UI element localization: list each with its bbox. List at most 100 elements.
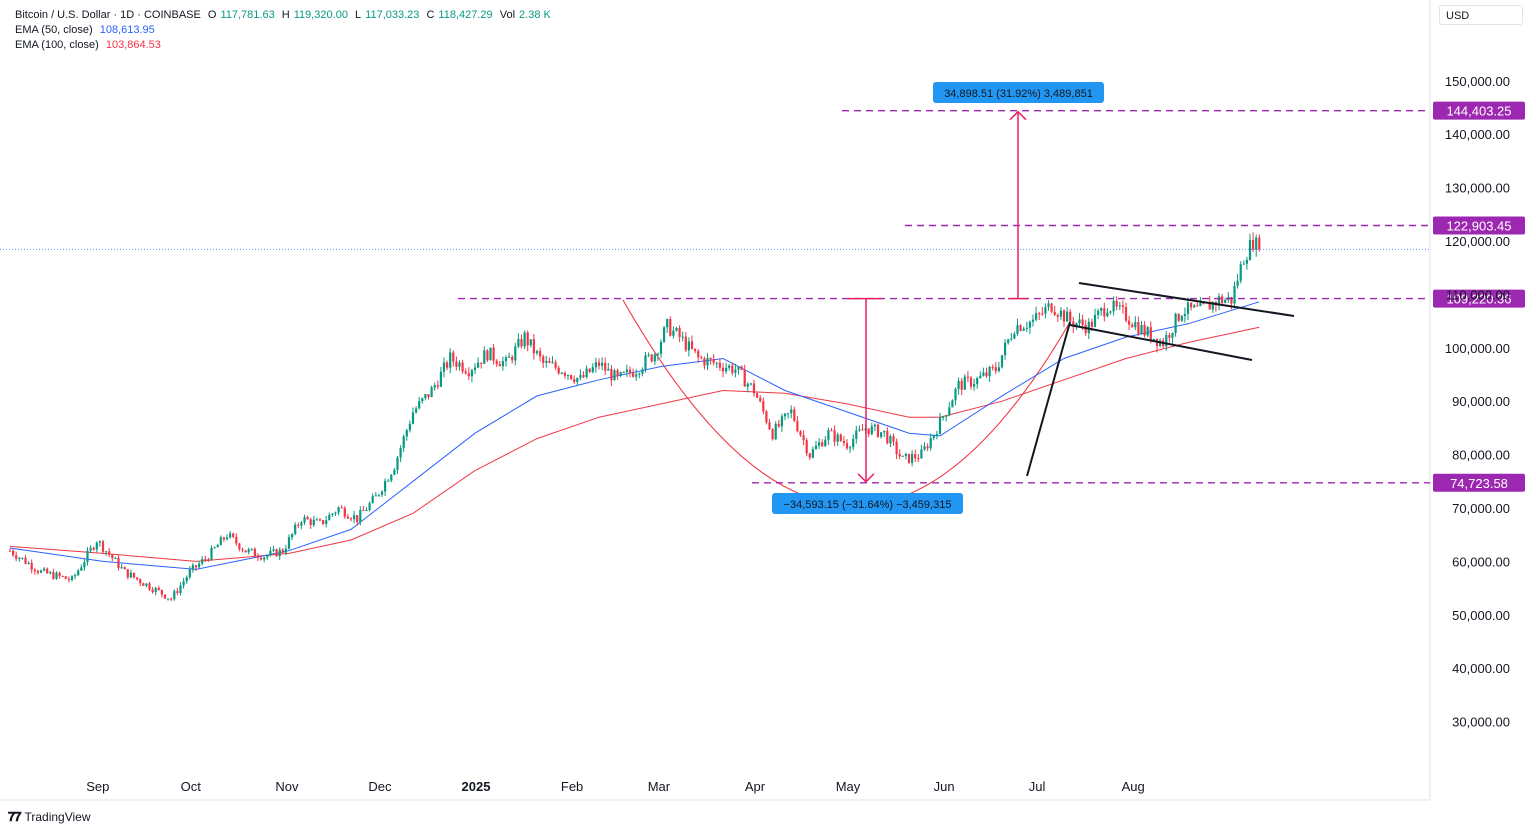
candle-body (1050, 303, 1053, 312)
candle-body (194, 565, 198, 568)
candle-body (594, 362, 597, 368)
candle-body (1075, 323, 1078, 327)
candle-body (619, 372, 622, 376)
trendline-drawings (1026, 282, 1295, 477)
ema100-legend[interactable]: EMA (100, close) 103,864.53 (15, 39, 161, 51)
candle-body (663, 327, 666, 342)
candle-body (67, 578, 70, 581)
y-tick-label: 130,000.00 (1445, 181, 1510, 196)
candle-body (935, 434, 938, 436)
candle-body (1010, 338, 1013, 340)
y-tick-label: 140,000.00 (1445, 127, 1510, 142)
candle-body (179, 585, 182, 593)
symbol-title[interactable]: Bitcoin / U.S. Dollar · 1D · COINBASE (15, 9, 201, 21)
candle-body (1013, 333, 1016, 339)
candle-body (687, 341, 690, 351)
candle-body (495, 360, 498, 365)
candle-body (486, 350, 489, 361)
x-tick-label: Jul (1029, 779, 1046, 794)
candle-body (331, 513, 334, 515)
candle-body (576, 377, 579, 383)
candle-body (1004, 342, 1007, 356)
candle-body (628, 369, 632, 374)
candle-body (514, 346, 517, 361)
candle-body (1221, 296, 1224, 303)
candle-body (346, 516, 349, 519)
candle-body (799, 431, 802, 436)
candle-body (898, 454, 901, 457)
candle-body (734, 369, 737, 373)
candle-body (532, 339, 535, 354)
ema50-legend[interactable]: EMA (50, close) 108,613.95 (15, 24, 155, 36)
candle-body (1230, 296, 1233, 304)
candle-body (1190, 302, 1193, 308)
candle-body (483, 350, 486, 364)
candle-body (120, 567, 123, 569)
candle-body (938, 417, 942, 435)
candle-body (718, 362, 721, 368)
candle-body (117, 557, 120, 569)
tradingview-branding[interactable]: 𝟕𝟕 TradingView (8, 809, 91, 825)
candle-body (328, 514, 331, 521)
candle-body (1233, 285, 1236, 304)
y-tick-label: 110,000.00 (1446, 287, 1510, 302)
candle-body (1202, 302, 1205, 304)
candle-body (1180, 316, 1183, 321)
candle-body (557, 367, 560, 374)
time-axis: Sep Oct Nov Dec 2025 Feb Mar Apr May Jun Jul Aug (86, 779, 1145, 794)
currency-selector[interactable]: USD (1439, 5, 1523, 25)
measure-down-label: −34,593.15 (−31.64%) −3,459,315 (784, 499, 952, 511)
level-label: 74,723.58 (1450, 476, 1508, 491)
candle-body (263, 557, 266, 560)
candle-body (771, 429, 774, 440)
candle-body (517, 338, 520, 347)
candle-body (644, 355, 647, 370)
candle-body (1056, 314, 1059, 317)
candle-body (659, 341, 663, 354)
level-label-bg (1433, 473, 1525, 492)
candle-body (570, 375, 573, 380)
candle-body (235, 536, 238, 544)
candle-body (222, 537, 225, 540)
candle-body (272, 549, 275, 551)
candle-body (697, 351, 700, 358)
candle-body (641, 369, 644, 374)
y-tick-label: 80,000.00 (1452, 448, 1510, 463)
candle-body (607, 368, 610, 371)
level-label: 122,903.45 (1446, 218, 1511, 233)
candle-body (1087, 321, 1090, 334)
candle-body (554, 362, 557, 368)
candle-body (390, 474, 393, 481)
candle-body (154, 587, 157, 593)
x-tick-label: Feb (561, 779, 583, 794)
candle-body (1183, 313, 1186, 317)
candle-body (839, 434, 842, 441)
candle-body (911, 454, 914, 463)
candle-body (1028, 321, 1031, 328)
candle-body (362, 510, 365, 512)
candle-body (498, 364, 501, 367)
candle-body (1097, 310, 1100, 315)
candle-body (907, 453, 911, 463)
tradingview-label: TradingView (24, 810, 91, 824)
candle-body (1171, 332, 1174, 338)
candlestick-series (8, 232, 1261, 602)
candle-body (945, 415, 948, 417)
measure-down-label-bg (772, 493, 963, 514)
candle-body (1137, 322, 1140, 334)
y-tick-label: 30,000.00 (1452, 715, 1510, 730)
x-tick-label: Apr (745, 779, 766, 794)
candle-body (1146, 327, 1149, 336)
candle-body (204, 559, 207, 561)
candle-body (508, 356, 511, 358)
measure-up-label: 34,898.51 (31.92%) 3,489,851 (944, 88, 1093, 100)
candle-body (551, 362, 554, 364)
candle-body (991, 366, 994, 368)
high-value: 119,320.00 (293, 9, 348, 21)
candle-body (712, 359, 715, 363)
candle-body (1177, 313, 1180, 321)
